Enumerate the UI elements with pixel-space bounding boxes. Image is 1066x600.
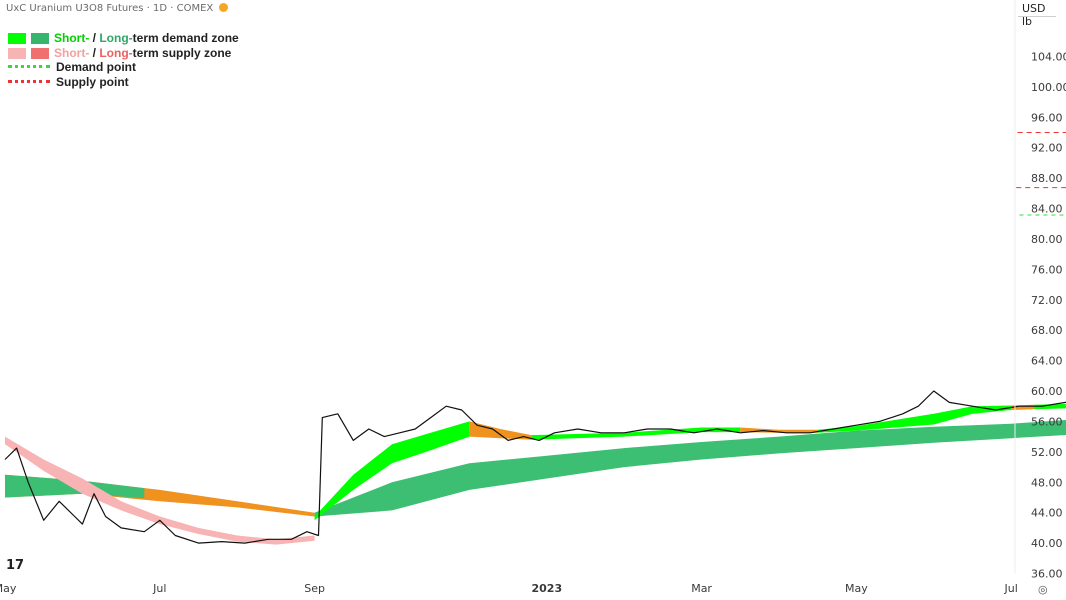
chart-title: UxC Uranium U3O8 Futures · 1D · COMEX xyxy=(6,3,229,14)
x-tick-label: May xyxy=(0,582,17,595)
x-tick-label: Jul xyxy=(1004,582,1018,595)
y-tick-label: 68.00 xyxy=(1031,324,1063,337)
x-axis[interactable]: MayJulSep2023MarMayJulSepNov2024MarMayJu… xyxy=(0,582,1066,595)
legend-suffix: term supply zone xyxy=(132,45,232,60)
short-demand-zone-4 xyxy=(1034,403,1066,410)
x-tick-label: Sep xyxy=(304,582,325,595)
y-axis[interactable]: 104.00 100.00 96.00 92.00 88.00 84.00 80.00 76.… xyxy=(1031,51,1066,581)
short-demand-zone-3 xyxy=(817,405,1012,433)
legend-item-demand-zone: Short- / Long-term demand zone xyxy=(8,31,239,46)
legend-demand-point-label: Demand point xyxy=(56,60,136,74)
legend-item-supply-point: Supply point xyxy=(8,75,239,90)
x-tick-label: Mar xyxy=(691,582,712,595)
y-tick-label: 44.00 xyxy=(1031,507,1063,520)
y-tick-label: 88.00 xyxy=(1031,172,1063,185)
y-tick-label: 72.00 xyxy=(1031,294,1063,307)
supply-point-swatch xyxy=(8,79,50,83)
demand-point-swatch xyxy=(8,65,50,68)
legend-item-supply-zone: Short- / Long-term supply zone xyxy=(8,46,239,61)
legend-short-label: Short- xyxy=(54,31,90,45)
y-tick-label: 100.00 xyxy=(1031,81,1066,94)
y-tick-label: 36.00 xyxy=(1031,568,1063,581)
tradingview-logo-icon[interactable]: 17 xyxy=(6,558,25,573)
price-line xyxy=(4,390,1066,544)
y-tick-label: 96.00 xyxy=(1031,111,1063,124)
x-tick-label: 2023 xyxy=(531,582,562,595)
y-tick-label: 48.00 xyxy=(1031,476,1063,489)
legend-separator: / xyxy=(89,31,100,45)
short-demand-zone-2 xyxy=(531,427,741,440)
short-supply-zone-2 xyxy=(469,421,532,440)
price-layer xyxy=(4,390,1066,544)
short-supply-swatch xyxy=(8,47,26,59)
legend-long-label: Long- xyxy=(99,31,133,45)
long-demand-zone xyxy=(314,419,1066,517)
legend: Short- / Long-term demand zone Short- / … xyxy=(8,31,239,89)
market-status-icon xyxy=(219,3,229,12)
unit-divider xyxy=(1018,16,1056,30)
y-tick-label: 84.00 xyxy=(1031,203,1063,216)
y-tick-label: 104.00 xyxy=(1031,51,1066,64)
zones-layer xyxy=(5,403,1066,545)
y-tick-label: 40.00 xyxy=(1031,537,1063,550)
unit-measure-label: lb xyxy=(1022,15,1033,28)
chart-title-text: UxC Uranium U3O8 Futures · 1D · COMEX xyxy=(6,3,214,14)
long-demand-swatch xyxy=(31,33,49,44)
y-tick-label: 52.00 xyxy=(1031,446,1063,459)
long-supply-swatch xyxy=(31,47,49,59)
currency-label: USD xyxy=(1022,2,1046,15)
y-tick-label: 80.00 xyxy=(1031,233,1063,246)
y-tick-label: 92.00 xyxy=(1031,142,1063,155)
short-demand-zone-1 xyxy=(314,421,470,521)
price-unit-selector[interactable]: USD lb xyxy=(1018,2,1056,28)
legend-supply-point-label: Supply point xyxy=(56,74,129,89)
legend-item-demand-point: Demand point xyxy=(8,60,239,75)
short-demand-swatch xyxy=(8,33,26,44)
short-supply-zone-early xyxy=(5,436,315,545)
gear-icon[interactable]: ◎ xyxy=(1038,584,1048,596)
legend-separator: / xyxy=(89,45,100,60)
y-tick-label: 64.00 xyxy=(1031,355,1063,368)
legend-short-label: Short- xyxy=(54,45,90,60)
x-tick-label: Jul xyxy=(152,582,166,595)
legend-suffix: term demand zone xyxy=(132,31,239,45)
y-tick-label: 56.00 xyxy=(1031,415,1063,428)
y-tick-label: 76.00 xyxy=(1031,263,1063,276)
legend-long-label: Long- xyxy=(99,45,133,60)
x-tick-label: May xyxy=(845,582,868,595)
y-tick-label: 60.00 xyxy=(1031,385,1063,398)
